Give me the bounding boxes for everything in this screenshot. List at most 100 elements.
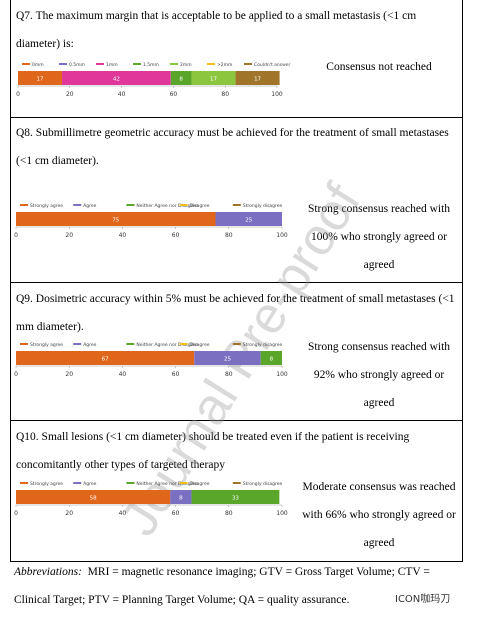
legend-swatch (73, 204, 82, 206)
row: Q9. Dosimetric accuracy within 5% must b… (11, 283, 462, 421)
bar-segment (170, 71, 192, 85)
x-tick-label: 40 (119, 510, 127, 517)
x-tick-label: 0 (16, 91, 20, 98)
data-label: 42 (113, 77, 120, 83)
question: Q10. Small lesions (<1 cm diameter) shou… (16, 431, 410, 471)
legend-swatch (73, 343, 82, 345)
x-tick-label: 40 (119, 232, 127, 239)
legend-label: Strongly agree (30, 203, 63, 209)
bar-segment (215, 212, 282, 226)
data-label: 75 (112, 218, 119, 224)
x-tick-label: 60 (172, 371, 180, 378)
legend-swatch (126, 482, 135, 484)
data-label: 17 (210, 77, 217, 83)
data-label: 58 (90, 496, 97, 502)
legend-label: >2mm (217, 62, 232, 68)
legend-swatch (207, 63, 215, 65)
legend-label: 1mm (106, 62, 118, 68)
legend-swatch (20, 204, 28, 206)
x-tick-label: 100 (276, 232, 288, 239)
x-tick-label: 0 (14, 232, 18, 239)
x-tick-label: 80 (225, 510, 233, 517)
legend-swatch (59, 63, 67, 65)
legend-swatch (232, 482, 241, 484)
bar-segment (16, 490, 171, 504)
row: Q8. Submillimetre geometric accuracy mus… (11, 117, 462, 283)
data-label: 17 (37, 77, 44, 83)
bar-segment (16, 351, 195, 365)
result: Consensus not reached (326, 61, 432, 73)
legend-label: Agree (83, 203, 96, 209)
x-tick-label: 100 (276, 371, 288, 378)
x-tick-label: 40 (118, 91, 126, 98)
bar-segment (191, 71, 236, 85)
legend-label: Couldn't answer (254, 62, 291, 68)
legend-swatch (133, 63, 141, 65)
x-tick-label: 20 (65, 371, 73, 378)
stacked-bar-chart: 0mm 0.5mm 1mm 1.5mm 2mm >2mm Couldn't answer 0 2… (16, 62, 290, 98)
x-tick-label: 60 (172, 510, 180, 517)
stacked-bar-chart: Strongly agree Agree Neither Agree nor Dis… (14, 203, 288, 239)
x-tick-label: 100 (276, 510, 288, 517)
question: Q9. Dosimetric accuracy within 5% must b… (16, 293, 455, 333)
legend-swatch (244, 63, 252, 65)
abbreviations-text: MRI = magnetic resonance imaging; GTV = … (14, 566, 430, 606)
legend-label: Agree (83, 481, 96, 487)
logo: ICON咖玛刀 (395, 594, 451, 605)
bar-segment (260, 351, 282, 365)
bar-segment (194, 351, 261, 365)
result: Strong consensus reached with 92% who st… (307, 341, 451, 409)
x-tick-label: 100 (271, 91, 283, 98)
data-label: 25 (245, 218, 252, 224)
bar-segment (62, 71, 171, 85)
x-tick-label: 20 (65, 232, 73, 239)
x-tick-label: 80 (225, 371, 233, 378)
legend-label: Neither Agree nor Disagree (136, 203, 198, 209)
legend-label: Neither Agree nor Disagree (136, 342, 198, 348)
legend-swatch (20, 482, 28, 484)
legend-label: Agree (83, 342, 96, 348)
legend-label: Strongly agree (30, 342, 63, 348)
data-label: 8 (179, 496, 183, 502)
legend-label: Strongly disagree (243, 342, 283, 348)
legend-swatch (179, 482, 188, 484)
abbreviations-label: Abbreviations: (14, 566, 82, 578)
question: Q7. The maximum margin that is acceptabl… (16, 10, 417, 50)
legend-label: Disagree (190, 481, 210, 487)
legend-label: 0mm (32, 62, 44, 68)
result: Strong consensus reached with 100% who s… (307, 203, 451, 271)
legend-swatch (96, 63, 104, 65)
result: Moderate consensus was reached with 66% … (302, 481, 456, 549)
legend-label: Strongly disagree (243, 203, 283, 209)
legend-swatch (22, 63, 30, 65)
data-label: 67 (102, 357, 109, 363)
abbreviations: Abbreviations: MRI = magnetic resonance … (14, 558, 464, 614)
bar-segment (16, 212, 216, 226)
x-tick-label: 0 (14, 510, 18, 517)
legend-swatch (232, 343, 241, 345)
legend-label: Disagree (190, 203, 210, 209)
data-label: 17 (254, 77, 261, 83)
legend-swatch (126, 343, 135, 345)
x-tick-label: 60 (172, 232, 180, 239)
legend-label: Strongly disagree (243, 481, 283, 487)
bar-segment (170, 490, 192, 504)
x-tick-label: 20 (65, 510, 73, 517)
stacked-bar-chart: Strongly agree Agree Neither Agree nor Dis… (14, 342, 288, 378)
legend-swatch (179, 343, 188, 345)
x-tick-label: 60 (170, 91, 178, 98)
data-label: 25 (224, 357, 231, 363)
bar-segment (191, 490, 280, 504)
legend-swatch (179, 204, 188, 206)
legend-swatch (73, 482, 82, 484)
row: Q7. The maximum margin that is acceptabl… (11, 0, 462, 118)
row: Q10. Small lesions (<1 cm diameter) shou… (11, 421, 462, 561)
x-tick-label: 80 (221, 91, 229, 98)
table: Q7. The maximum margin that is acceptabl… (10, 0, 463, 562)
stacked-bar-chart: Strongly agree Agree Neither Agree nor Dis… (14, 481, 288, 517)
legend-swatch (232, 204, 241, 206)
legend-swatch (170, 63, 178, 65)
legend-label: Neither Agree nor Disagree (136, 481, 198, 487)
question: Q8. Submillimetre geometric accuracy mus… (16, 127, 449, 167)
